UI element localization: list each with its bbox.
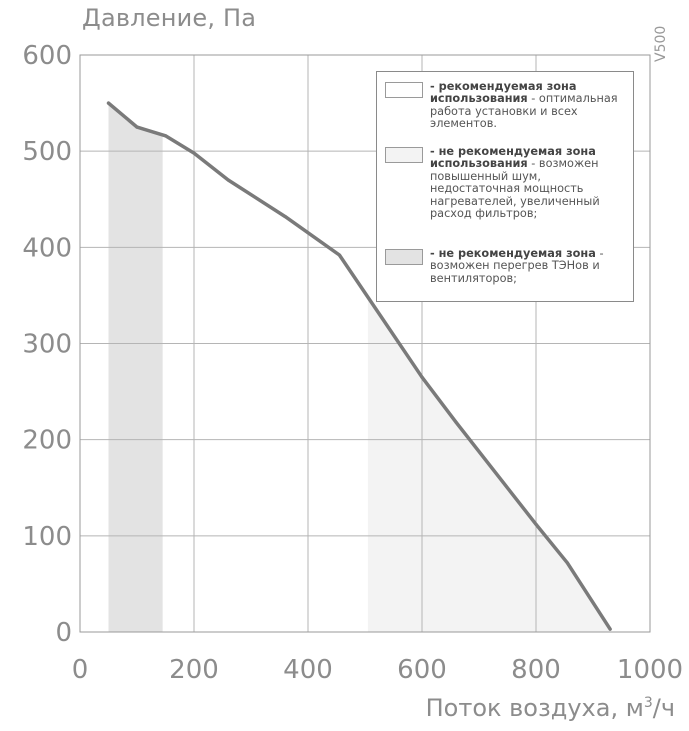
x-axis-title-tail: /ч xyxy=(652,694,675,722)
legend-desc: - оптимальная работа установки и всех эл… xyxy=(430,92,618,131)
y-tick-label: 0 xyxy=(55,618,72,648)
chart-ticks: 0 100 200 300 400 500 600 0 200 400 600 800 1000 xyxy=(22,41,683,685)
x-axis-title-text: Поток воздуха, м xyxy=(425,694,644,722)
series-line xyxy=(106,101,612,631)
y-tick-label: 100 xyxy=(22,522,72,552)
series-point xyxy=(164,134,167,138)
y-tick-label: 300 xyxy=(22,330,72,360)
legend-desc: - возможен повышенный шум, недостаточная… xyxy=(430,157,600,221)
x-tick-label: 600 xyxy=(397,655,447,685)
y-axis-title: Давление, Па xyxy=(82,4,257,32)
legend-swatch xyxy=(385,82,423,98)
legend-desc: - возможен перегрев ТЭНов и вентиляторов… xyxy=(430,247,604,285)
y-tick-label: 500 xyxy=(22,137,72,167)
series-point xyxy=(608,627,612,631)
chart-grid xyxy=(79,54,651,633)
y-tick-label: 200 xyxy=(22,426,72,456)
legend-bold: - рекомендуемая зона использования xyxy=(430,80,577,106)
x-axis-title-sup: 3 xyxy=(643,695,653,711)
legend-swatch xyxy=(385,147,423,163)
legend-text: - не рекомендуемая зона использования - … xyxy=(430,145,634,221)
x-tick-label: 1000 xyxy=(617,655,683,685)
legend-swatch xyxy=(385,249,423,265)
series-point xyxy=(192,151,196,155)
y-tick-label: 400 xyxy=(22,233,72,263)
legend-text: - рекомендуемая зона использования - опт… xyxy=(430,80,634,131)
series-point xyxy=(565,561,569,565)
x-tick-label: 0 xyxy=(72,655,89,685)
series-point xyxy=(107,101,110,105)
series-point xyxy=(534,522,538,526)
series-point xyxy=(337,253,341,257)
plot-frame xyxy=(79,54,651,633)
x-axis-title: Поток воздуха, м3/ч xyxy=(426,694,675,722)
series-point xyxy=(226,178,230,182)
x-tick-label: 400 xyxy=(283,655,333,685)
x-tick-label: 800 xyxy=(511,655,561,685)
series-point xyxy=(135,125,139,129)
legend-bold: - не рекомендуемая зона xyxy=(430,247,596,260)
series-point xyxy=(283,215,287,219)
series-point xyxy=(454,420,458,424)
legend: - рекомендуемая зона использования - опт… xyxy=(376,71,634,302)
legend-bold: - не рекомендуемая зона использования xyxy=(430,145,596,171)
y-tick-label: 600 xyxy=(22,41,72,71)
legend-text: - не рекомендуемая зона - возможен перег… xyxy=(430,247,634,285)
series-point xyxy=(420,375,424,379)
x-tick-label: 200 xyxy=(169,655,219,685)
zone-not-recommended xyxy=(108,103,163,633)
chart-series xyxy=(106,101,612,631)
model-label: V500 xyxy=(653,25,669,62)
